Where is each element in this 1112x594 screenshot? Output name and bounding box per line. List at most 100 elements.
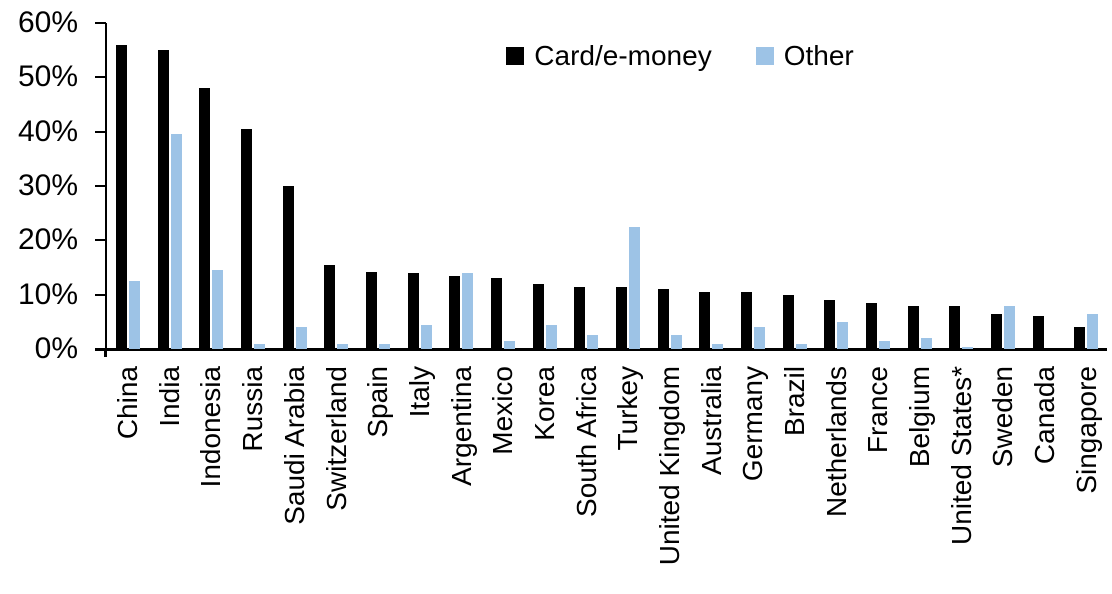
x-axis-category-label: Belgium xyxy=(899,366,941,592)
bar-group xyxy=(357,23,399,349)
x-axis-category-label: India xyxy=(149,366,191,592)
bar-other xyxy=(1087,313,1099,349)
y-axis-tick-mark xyxy=(95,22,106,24)
bar-other xyxy=(628,226,640,349)
x-axis-category-label-text: Saudi Arabia xyxy=(278,366,310,525)
bar-group xyxy=(1024,23,1066,349)
bar-card-emoney xyxy=(365,271,377,349)
bar-card-emoney xyxy=(490,278,502,349)
x-axis-category-label-text: United States* xyxy=(945,366,977,545)
x-axis-category-label: Switzerland xyxy=(315,366,357,592)
x-axis-category-label-text: Spain xyxy=(362,366,394,438)
x-axis-category-label: Argentina xyxy=(440,366,482,592)
x-axis-category-label: Spain xyxy=(357,366,399,592)
legend-item-other: Other xyxy=(755,42,854,70)
bar-card-emoney xyxy=(282,186,294,349)
bar-other xyxy=(420,324,432,349)
x-axis-category-label-text: Italy xyxy=(403,366,435,418)
x-axis-category-label: Russia xyxy=(232,366,274,592)
x-axis-category-label-text: France xyxy=(862,366,894,454)
bar-group xyxy=(440,23,482,349)
x-axis-category-label: Italy xyxy=(399,366,441,592)
bar-card-emoney xyxy=(407,272,419,349)
bar-card-emoney xyxy=(740,291,752,349)
x-axis-category-label: Sweden xyxy=(982,366,1024,592)
bar-card-emoney xyxy=(990,313,1002,349)
bar-other xyxy=(212,270,224,349)
bar-card-emoney xyxy=(240,128,252,349)
legend-swatch-card-emoney-icon xyxy=(506,47,525,65)
x-axis-category-label: Germany xyxy=(732,366,774,592)
x-axis-category-label-text: Netherlands xyxy=(820,366,852,517)
legend-wrap: Card/e-money Other xyxy=(0,42,1112,70)
bar-other xyxy=(503,340,515,349)
bar-card-emoney xyxy=(699,291,711,349)
x-axis-category-label: South Africa xyxy=(565,366,607,592)
legend-swatch-other-icon xyxy=(755,47,774,65)
y-axis-tick-label: 40% xyxy=(17,114,78,148)
x-axis-category-label-text: Germany xyxy=(737,366,769,482)
x-axis-category-label-text: Switzerland xyxy=(320,366,352,511)
bar-card-emoney xyxy=(865,302,877,349)
x-axis-category-label: Netherlands xyxy=(815,366,857,592)
bar-card-emoney xyxy=(949,305,961,349)
plot-area xyxy=(107,23,1107,349)
bar-other xyxy=(1003,305,1015,349)
bar-other xyxy=(670,335,682,349)
x-axis-category-label-text: Brazil xyxy=(778,366,810,437)
bar-group xyxy=(857,23,899,349)
legend-label-card-emoney: Card/e-money xyxy=(534,40,712,71)
bar-group xyxy=(315,23,357,349)
bar-group xyxy=(899,23,941,349)
x-axis-category-label-text: Korea xyxy=(528,366,560,441)
x-axis-category-label-text: Belgium xyxy=(903,366,935,468)
x-axis-category-label-text: Sweden xyxy=(987,366,1019,468)
x-axis-category-label: Canada xyxy=(1024,366,1066,592)
bar-card-emoney xyxy=(532,283,544,349)
legend: Card/e-money Other xyxy=(506,40,854,71)
bar-card-emoney xyxy=(199,88,211,349)
bar-group xyxy=(107,23,149,349)
bar-group xyxy=(982,23,1024,349)
bar-card-emoney xyxy=(115,44,127,349)
bar-group xyxy=(815,23,857,349)
bar-group xyxy=(232,23,274,349)
bar-other xyxy=(712,343,724,349)
bar-card-emoney xyxy=(1032,316,1044,349)
bar-group xyxy=(940,23,982,349)
x-axis-category-label-text: Indonesia xyxy=(195,366,227,488)
bar-group xyxy=(274,23,316,349)
x-axis-line xyxy=(95,348,1107,351)
x-axis-origin-tick xyxy=(104,351,107,357)
bar-card-emoney xyxy=(324,264,336,349)
bar-group xyxy=(149,23,191,349)
y-axis-tick-label: 30% xyxy=(17,169,78,202)
bar-card-emoney xyxy=(657,289,669,349)
bar-card-emoney xyxy=(907,305,919,349)
bar-group xyxy=(524,23,566,349)
bar-other xyxy=(587,335,599,349)
bar-other xyxy=(878,340,890,349)
bar-other xyxy=(962,347,974,349)
bar-other xyxy=(837,321,849,349)
bar-group xyxy=(690,23,732,349)
x-axis-category-label: China xyxy=(107,366,149,592)
bar-card-emoney xyxy=(1074,327,1086,349)
x-axis-category-label-text: Mexico xyxy=(487,366,519,455)
bar-card-emoney xyxy=(574,286,586,349)
bar-card-emoney xyxy=(615,286,627,349)
bar-card-emoney xyxy=(449,275,461,349)
bar-group xyxy=(649,23,691,349)
bar-other xyxy=(378,343,390,349)
bar-other xyxy=(753,327,765,349)
x-axis-category-label: France xyxy=(857,366,899,592)
y-axis-tick-label: 20% xyxy=(17,223,78,257)
bar-group xyxy=(1065,23,1107,349)
bar-other xyxy=(253,343,265,349)
bar-other xyxy=(462,272,474,349)
y-axis-line xyxy=(105,23,107,349)
x-axis-category-label: Australia xyxy=(690,366,732,592)
bar-other xyxy=(128,281,140,349)
y-axis-tick-label: 50% xyxy=(17,60,78,94)
